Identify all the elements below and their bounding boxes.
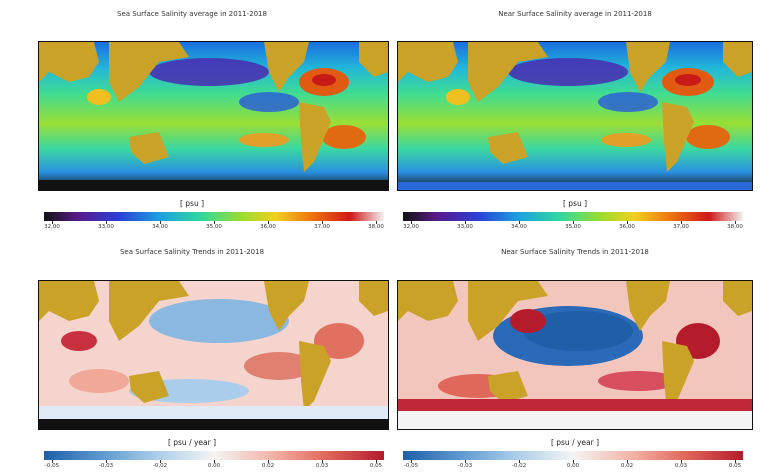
salinity-trend-map (38, 280, 389, 430)
panel-sss-average: Sea Surface Salinity average in 2011-201… (0, 0, 389, 238)
colorbar-tick: 36,00 (260, 224, 276, 230)
colorbar-tick: 0,03 (674, 463, 688, 469)
colorbar-tick: 0,00 (566, 463, 580, 469)
colorbar-tick: -0,02 (511, 463, 527, 469)
panel-nss-trends: Near Surface Salinity Trends in 2011-201… (383, 238, 767, 476)
colorbar-tick: 0,05 (369, 463, 383, 469)
panel-sss-trends: Sea Surface Salinity Trends in 2011-2018… (0, 238, 389, 476)
colorbar-tick: 33,00 (457, 224, 473, 230)
colorbar-unit-label: [ psu ] (562, 199, 588, 208)
colorbar-tick: 37,00 (673, 224, 689, 230)
colorbar-tick: 32,00 (403, 224, 419, 230)
colorbar-tick: 0,05 (728, 463, 742, 469)
map-title: Sea Surface Salinity average in 2011-201… (117, 10, 267, 18)
salinity-map (397, 41, 753, 191)
colorbar-tick: 32,00 (44, 224, 60, 230)
colorbar-tick: -0,03 (98, 463, 114, 469)
map-title: Near Surface Salinity Trends in 2011-201… (501, 248, 649, 256)
salinity-trend-map (397, 280, 753, 430)
colorbar: -0,05 -0,03 -0,02 0,00 0,02 0,03 0,05 (403, 451, 743, 469)
colorbar-unit-label: [ psu / year ] (550, 438, 600, 447)
colorbar-tick: -0,05 (44, 463, 60, 469)
colorbar-tick: -0,03 (457, 463, 473, 469)
salinity-map (38, 41, 389, 191)
colorbar-tick: 34,00 (511, 224, 527, 230)
colorbar-tick: 0,00 (207, 463, 221, 469)
colorbar-tick: -0,02 (152, 463, 168, 469)
colorbar: 32,00 33,00 34,00 35,00 36,00 37,00 38,0… (44, 212, 384, 230)
colorbar-tick: 0,02 (620, 463, 634, 469)
colorbar-tick: -0,05 (403, 463, 419, 469)
colorbar-tick: 0,03 (315, 463, 329, 469)
colorbar-tick: 33,00 (98, 224, 114, 230)
colorbar-tick: 37,00 (314, 224, 330, 230)
colorbar-tick: 36,00 (619, 224, 635, 230)
colorbar-tick: 35,00 (565, 224, 581, 230)
map-title: Sea Surface Salinity Trends in 2011-2018 (119, 248, 265, 256)
colorbar: -0,05 -0,03 -0,02 0,00 0,02 0,03 0,05 (44, 451, 384, 469)
colorbar-unit-label: [ psu / year ] (167, 438, 217, 447)
colorbar-tick: 38,00 (727, 224, 743, 230)
colorbar-tick: 38,00 (368, 224, 384, 230)
colorbar: 32,00 33,00 34,00 35,00 36,00 37,00 38,0… (403, 212, 743, 230)
colorbar-unit-label: [ psu ] (179, 199, 205, 208)
colorbar-tick: 0,02 (261, 463, 275, 469)
colorbar-tick: 34,00 (152, 224, 168, 230)
colorbar-tick: 35,00 (206, 224, 222, 230)
panel-nss-average: Near Surface Salinity average in 2011-20… (383, 0, 767, 238)
map-title: Near Surface Salinity average in 2011-20… (498, 10, 652, 18)
